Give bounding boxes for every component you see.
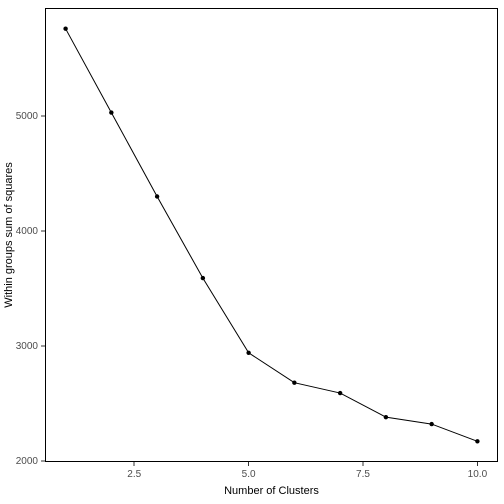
y-tick-label: 4000	[16, 226, 39, 237]
data-point	[429, 422, 433, 426]
data-point	[246, 351, 250, 355]
x-tick-label: 5.0	[242, 469, 256, 480]
y-axis-title: Within groups sum of squares	[3, 162, 15, 308]
y-tick-label: 2000	[16, 456, 39, 467]
data-point	[201, 276, 205, 280]
x-tick-label: 10.0	[468, 469, 488, 480]
data-point	[109, 110, 113, 114]
data-point	[155, 194, 159, 198]
data-point	[292, 380, 296, 384]
data-point	[338, 391, 342, 395]
x-axis-title: Number of Clusters	[224, 485, 319, 497]
y-tick-label: 3000	[16, 341, 39, 352]
x-tick-label: 7.5	[356, 469, 370, 480]
data-point	[384, 415, 388, 419]
data-point	[475, 439, 479, 443]
data-point	[63, 26, 67, 30]
y-tick-label: 5000	[16, 111, 39, 122]
elbow-chart: 2.5 5.0 7.5 10.0 2000 3000 4000 5000 Number of C…	[0, 0, 504, 504]
x-tick-label: 2.5	[127, 469, 141, 480]
